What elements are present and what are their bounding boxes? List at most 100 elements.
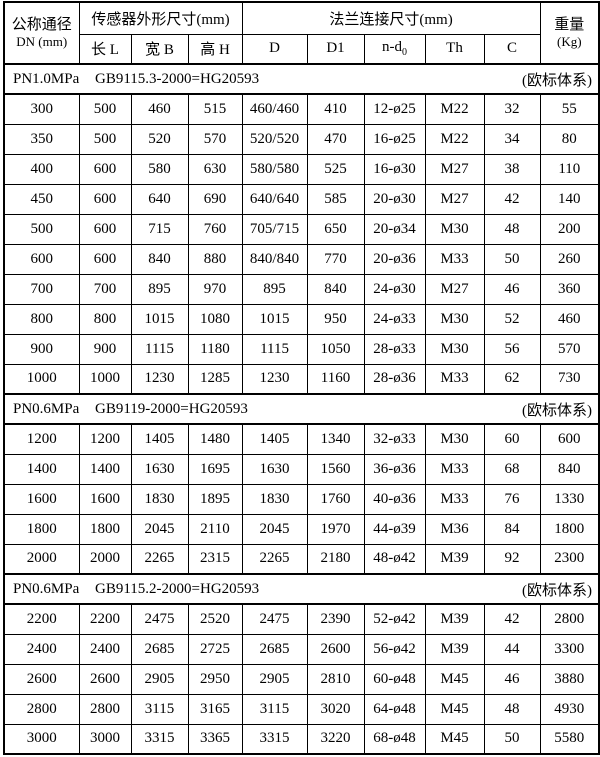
table-cell: 460 xyxy=(539,303,600,335)
table-cell: 2110 xyxy=(187,513,243,545)
table-row: 700 700 895 970 895 840 24-ø30 M27 46 360 xyxy=(3,273,600,305)
table-cell: 1895 xyxy=(187,483,243,515)
header-nominal-diameter: 公称通径 DN (mm) xyxy=(3,1,80,65)
table-cell: 715 xyxy=(130,213,189,245)
table-cell: 600 xyxy=(78,243,132,275)
table-cell: 1600 xyxy=(78,483,132,515)
table-cell: 900 xyxy=(3,333,80,365)
table-cell: 28-ø36 xyxy=(363,363,426,395)
header-weight: 重量 (Kg) xyxy=(539,1,600,65)
table-cell: 32 xyxy=(483,93,541,125)
table-cell: 2045 xyxy=(130,513,189,545)
table-cell: 4930 xyxy=(539,693,600,725)
table-header: 公称通径 DN (mm) 传感器外形尺寸(mm) 法兰连接尺寸(mm) 重量 (… xyxy=(3,1,600,65)
table-cell: 1115 xyxy=(241,333,308,365)
table-cell: M30 xyxy=(424,333,485,365)
table-cell: 600 xyxy=(78,213,132,245)
table-cell: 16-ø25 xyxy=(363,123,426,155)
table-cell: M39 xyxy=(424,603,485,635)
table-cell: 260 xyxy=(539,243,600,275)
table-cell: 50 xyxy=(483,243,541,275)
table-body: PN1.0MPa GB9115.3-2000=HG20593 (欧标体系) 300 50… xyxy=(3,63,600,755)
table-cell: 2905 xyxy=(130,663,189,695)
table-cell: 84 xyxy=(483,513,541,545)
table-cell: 52-ø42 xyxy=(363,603,426,635)
standard-system-label: (欧标体系) xyxy=(522,72,593,89)
table-cell: 38 xyxy=(483,153,541,185)
table-cell: M30 xyxy=(424,303,485,335)
table-cell: 1080 xyxy=(187,303,243,335)
table-cell: 600 xyxy=(3,243,80,275)
table-cell: M30 xyxy=(424,213,485,245)
table-cell: 700 xyxy=(3,273,80,305)
table-cell: 950 xyxy=(306,303,365,335)
table-cell: 460/460 xyxy=(241,93,308,125)
table-cell: 1000 xyxy=(3,363,80,395)
table-cell: 2000 xyxy=(78,543,132,575)
table-cell: 2685 xyxy=(241,633,308,665)
table-cell: 76 xyxy=(483,483,541,515)
header-d: D xyxy=(241,33,308,65)
table-cell: 36-ø36 xyxy=(363,453,426,485)
table-cell: 48 xyxy=(483,213,541,245)
header-weight-sub: (Kg) xyxy=(557,34,582,49)
table-cell: 350 xyxy=(3,123,80,155)
table-cell: 640 xyxy=(130,183,189,215)
table-cell: 40-ø36 xyxy=(363,483,426,515)
table-cell: M22 xyxy=(424,123,485,155)
table-cell: 800 xyxy=(3,303,80,335)
table-cell: 2400 xyxy=(78,633,132,665)
table-cell: M33 xyxy=(424,243,485,275)
table-cell: 5580 xyxy=(539,723,600,755)
table-cell: 62 xyxy=(483,363,541,395)
pressure-rating-label: PN0.6MPa xyxy=(13,400,80,417)
table-cell: 1330 xyxy=(539,483,600,515)
table-cell: 2400 xyxy=(3,633,80,665)
section-header-row: PN0.6MPa GB9119-2000=HG20593 (欧标体系) xyxy=(3,393,600,425)
table-cell: 520/520 xyxy=(241,123,308,155)
table-cell: M27 xyxy=(424,153,485,185)
table-cell: M36 xyxy=(424,513,485,545)
table-cell: M45 xyxy=(424,663,485,695)
table-cell: 110 xyxy=(539,153,600,185)
table-cell: 1400 xyxy=(3,453,80,485)
table-cell: 895 xyxy=(130,273,189,305)
table-row: 800 800 1015 1080 1015 950 24-ø33 M30 52 460 xyxy=(3,303,600,335)
table-cell: 34 xyxy=(483,123,541,155)
table-row: 2000 2000 2265 2315 2265 2180 48-ø42 M39 92 2300 xyxy=(3,543,600,575)
table-cell: 1800 xyxy=(539,513,600,545)
table-cell: 2200 xyxy=(78,603,132,635)
table-row: 1200 1200 1405 1480 1405 1340 32-ø33 M30 60 600 xyxy=(3,423,600,455)
table-cell: 80 xyxy=(539,123,600,155)
table-row: 500 600 715 760 705/715 650 20-ø34 M30 48 200 xyxy=(3,213,600,245)
table-row: 1400 1400 1630 1695 1630 1560 36-ø36 M33 68 840 xyxy=(3,453,600,485)
table-cell: 840 xyxy=(130,243,189,275)
header-weight-title: 重量 xyxy=(554,17,585,33)
table-cell: 1180 xyxy=(187,333,243,365)
header-height-h: 高 H xyxy=(187,33,243,65)
table-cell: 1230 xyxy=(130,363,189,395)
table-cell: 60 xyxy=(483,423,541,455)
table-cell: 800 xyxy=(78,303,132,335)
table-cell: 2315 xyxy=(187,543,243,575)
table-cell: 1480 xyxy=(187,423,243,455)
table-cell: 2300 xyxy=(539,543,600,575)
table-cell: 24-ø30 xyxy=(363,273,426,305)
table-cell: 2000 xyxy=(3,543,80,575)
table-cell: 450 xyxy=(3,183,80,215)
table-cell: 2520 xyxy=(187,603,243,635)
table-cell: 1200 xyxy=(78,423,132,455)
table-cell: 1695 xyxy=(187,453,243,485)
table-cell: 60-ø48 xyxy=(363,663,426,695)
table-cell: 460 xyxy=(130,93,189,125)
table-cell: 2950 xyxy=(187,663,243,695)
table-cell: M33 xyxy=(424,453,485,485)
table-row: 2400 2400 2685 2725 2685 2600 56-ø42 M39 44 3300 xyxy=(3,633,600,665)
table-cell: 650 xyxy=(306,213,365,245)
table-cell: 2905 xyxy=(241,663,308,695)
header-n-d0: n-d0 xyxy=(363,33,426,65)
table-cell: 900 xyxy=(78,333,132,365)
table-cell: 44-ø39 xyxy=(363,513,426,545)
table-cell: 690 xyxy=(187,183,243,215)
table-cell: 1970 xyxy=(306,513,365,545)
